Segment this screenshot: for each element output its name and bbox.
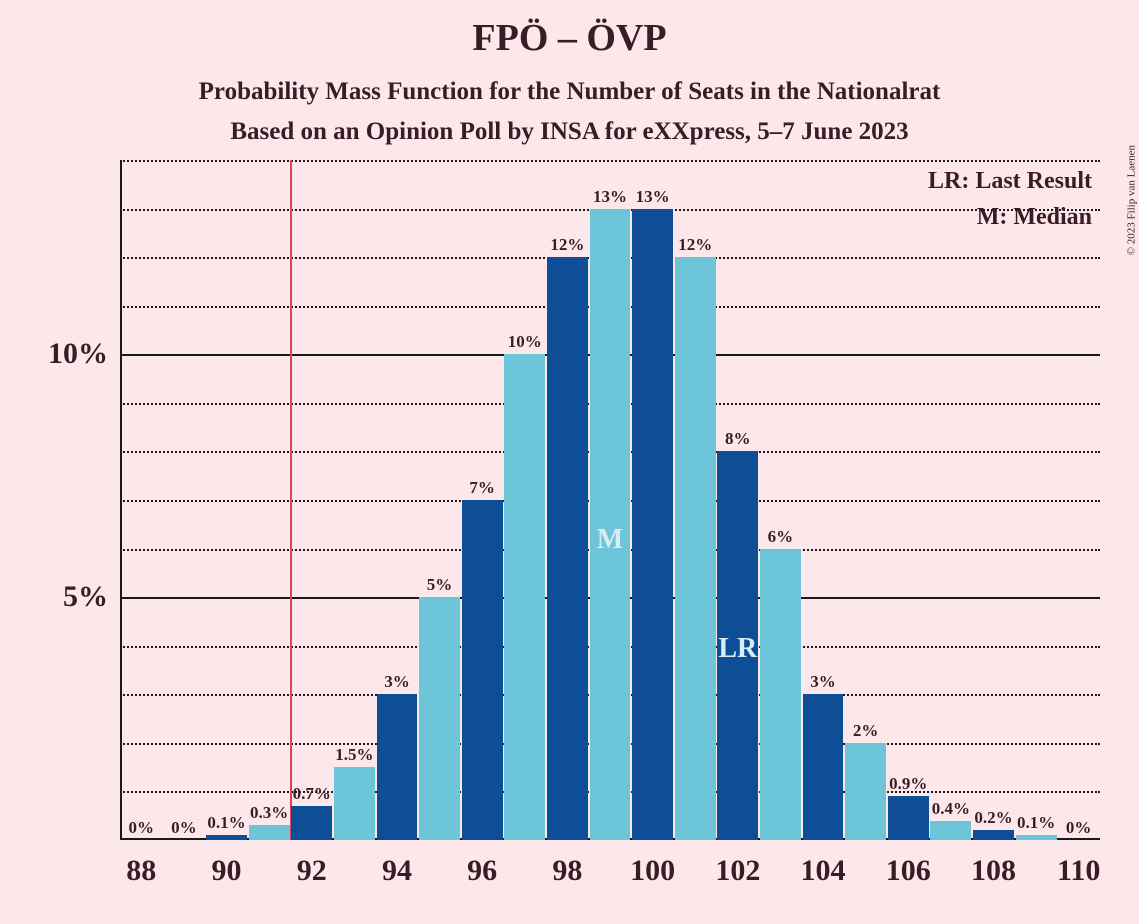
bar: 0.7% [291,806,332,840]
bar-value-label: 8% [725,429,751,451]
bar: 0.2% [973,830,1014,840]
x-tick-label: 108 [971,840,1016,888]
x-tick-label: 110 [1057,840,1100,888]
x-tick-label: 100 [630,840,675,888]
bar-value-label: 13% [593,187,627,209]
legend-lr: LR: Last Result [928,168,1092,195]
median-marker: M [597,524,623,556]
x-tick-label: 106 [886,840,931,888]
bar-value-label: 0% [171,818,197,840]
x-tick-label: 88 [126,840,156,888]
x-tick-label: 102 [715,840,760,888]
bar-value-label: 0.1% [1017,813,1055,835]
bar-value-label: 0.4% [932,799,970,821]
bar: 8%LR [717,451,758,840]
y-tick-label: 10% [48,337,120,371]
bar-value-label: 0.2% [974,808,1012,830]
bar-value-label: 0% [129,818,155,840]
chart-subtitle-2: Based on an Opinion Poll by INSA for eXX… [0,118,1139,146]
bar-value-label: 7% [469,478,495,500]
bar-value-label: 6% [768,527,794,549]
bar: 0.9% [888,796,929,840]
bar-value-label: 12% [550,235,584,257]
copyright-text: © 2023 Filip van Laenen [1125,145,1137,255]
bar-value-label: 0.7% [293,784,331,806]
bar: 12% [675,257,716,840]
last-result-marker: LR [718,633,757,665]
bar: 12% [547,257,588,840]
x-tick-label: 104 [801,840,846,888]
bar-value-label: 1.5% [335,745,373,767]
bar: 3% [377,694,418,840]
bar-value-label: 0% [1066,818,1092,840]
x-tick-label: 94 [382,840,412,888]
y-tick-label: 5% [63,580,120,614]
bar: 0.4% [930,821,971,840]
bar: 0.1% [1016,835,1057,840]
chart-subtitle-1: Probability Mass Function for the Number… [0,78,1139,106]
bar: 2% [845,743,886,840]
bar: 5% [419,597,460,840]
bar: 1.5% [334,767,375,840]
bar: 6% [760,549,801,840]
bar-value-label: 10% [508,332,542,354]
bars-container: 0%0%0.1%0.3%0.7%1.5%3%5%7%10%12%13%M13%1… [120,160,1100,840]
chart-title: FPÖ – ÖVP [0,0,1139,60]
x-tick-label: 92 [297,840,327,888]
bar-value-label: 5% [427,575,453,597]
bar: 7% [462,500,503,840]
bar-value-label: 0.1% [207,813,245,835]
bar: 13%M [590,209,631,840]
legend-m: M: Median [977,204,1092,231]
x-tick-label: 96 [467,840,497,888]
bar: 0.3% [249,825,290,840]
bar-value-label: 2% [853,721,879,743]
x-tick-label: 90 [212,840,242,888]
bar-value-label: 0.9% [889,774,927,796]
bar-value-label: 12% [678,235,712,257]
bar-value-label: 13% [636,187,670,209]
bar-value-label: 3% [384,672,410,694]
bar: 3% [803,694,844,840]
chart-plot-area: 5%10% 0%0%0.1%0.3%0.7%1.5%3%5%7%10%12%13… [120,160,1100,840]
bar-value-label: 0.3% [250,803,288,825]
bar: 10% [504,354,545,840]
bar: 13% [632,209,673,840]
bar-value-label: 3% [810,672,836,694]
x-tick-label: 98 [552,840,582,888]
